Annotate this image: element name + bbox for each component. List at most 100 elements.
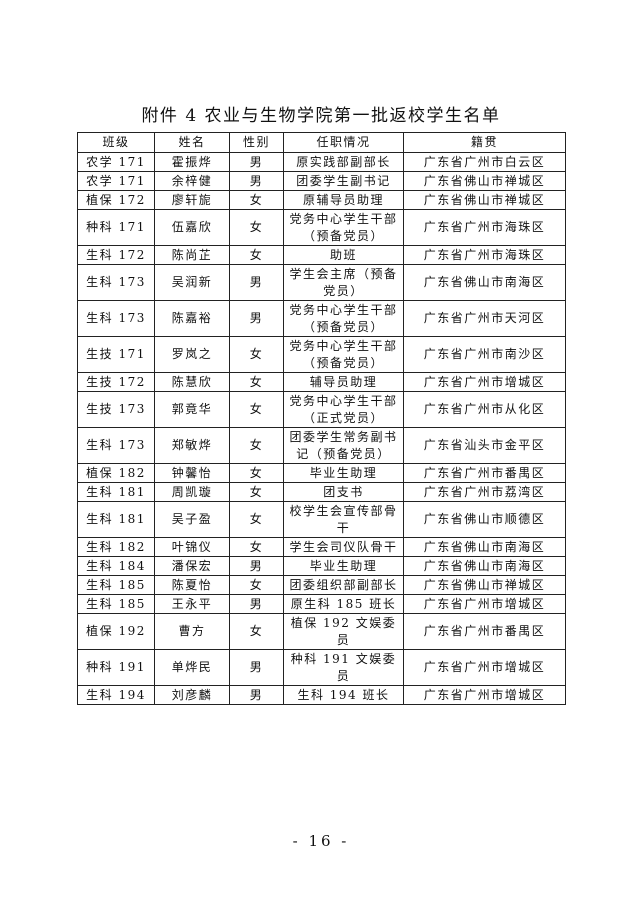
- cell-hometown: 广东省广州市增城区: [403, 685, 566, 705]
- cell-hometown: 广东省广州市增城区: [403, 594, 566, 614]
- cell-name: 罗岚之: [154, 336, 230, 373]
- cell-position: 团委学生副书记: [283, 171, 404, 191]
- cell-name: 余梓健: [154, 171, 230, 191]
- cell-gender: 女: [229, 482, 284, 502]
- cell-gender: 女: [229, 190, 284, 210]
- table-row: 生科 182 叶锦仪女学生会司仪队骨干 广东省佛山市南海区: [77, 537, 566, 557]
- header-position: 任职情况: [283, 132, 404, 153]
- table-row: 生技 171 罗岚之女党务中心学生干部（预备党员） 广东省广州市南沙区: [77, 336, 566, 373]
- cell-name: 郭竟华: [154, 391, 230, 428]
- cell-hometown: 广东省广州市白云区: [403, 152, 566, 172]
- cell-position: 党务中心学生干部（预备党员）: [283, 336, 404, 373]
- cell-name: 钟馨怡: [154, 463, 230, 483]
- cell-hometown: 广东省佛山市顺德区: [403, 501, 566, 538]
- cell-gender: 男: [229, 171, 284, 191]
- table-row: 生技 172 陈慧欣女辅导员助理 广东省广州市增城区: [77, 372, 566, 392]
- cell-position: 原辅导员助理: [283, 190, 404, 210]
- document-title: 附件 4 农业与生物学院第一批返校学生名单: [141, 106, 501, 126]
- cell-hometown: 广东省广州市天河区: [403, 300, 566, 337]
- cell-class: 生科 185: [77, 594, 155, 614]
- cell-class: 生技 171: [77, 336, 155, 373]
- cell-gender: 男: [229, 685, 284, 705]
- cell-name: 曹方: [154, 613, 230, 650]
- cell-position: 团支书: [283, 482, 404, 502]
- cell-hometown: 广东省广州市番禺区: [403, 463, 566, 483]
- cell-position: 团委组织部副部长: [283, 575, 404, 595]
- cell-name: 刘彦麟: [154, 685, 230, 705]
- table-row: 生科 194 刘彦麟男生科 194 班长 广东省广州市增城区: [77, 685, 566, 705]
- cell-position: 原生科 185 班长: [283, 594, 404, 614]
- cell-class: 植保 182: [77, 463, 155, 483]
- cell-position: 生科 194 班长: [283, 685, 404, 705]
- cell-class: 生科 194: [77, 685, 155, 705]
- cell-gender: 女: [229, 613, 284, 650]
- header-class: 班级: [77, 132, 155, 153]
- cell-hometown: 广东省佛山市禅城区: [403, 190, 566, 210]
- cell-class: 生科 173: [77, 264, 155, 301]
- header-name: 姓名: [154, 132, 230, 153]
- cell-class: 生科 184: [77, 556, 155, 576]
- cell-hometown: 广东省广州市增城区: [403, 372, 566, 392]
- cell-gender: 女: [229, 575, 284, 595]
- table-row: 生科 173 吴润新男学生会主席（预备党员） 广东省佛山市南海区: [77, 264, 566, 301]
- table-row: 种科 171 伍嘉欣女党务中心学生干部（预备党员） 广东省广州市海珠区: [77, 209, 566, 246]
- cell-name: 王永平: [154, 594, 230, 614]
- cell-class: 生科 181: [77, 501, 155, 538]
- cell-class: 生技 173: [77, 391, 155, 428]
- cell-gender: 女: [229, 501, 284, 538]
- cell-position: 党务中心学生干部（预备党员）: [283, 209, 404, 246]
- table-row: 生科 172 陈尚芷女助班 广东省广州市海珠区: [77, 245, 566, 265]
- table-header-row: 班级 姓名 性别 任职情况 籍贯: [77, 132, 566, 153]
- cell-class: 生科 182: [77, 537, 155, 557]
- table-row: 农学 171 余梓健男团委学生副书记 广东省佛山市禅城区: [77, 171, 566, 191]
- cell-gender: 男: [229, 300, 284, 337]
- cell-position: 辅导员助理: [283, 372, 404, 392]
- cell-gender: 男: [229, 649, 284, 686]
- table-row: 生科 185 王永平男原生科 185 班长 广东省广州市增城区: [77, 594, 566, 614]
- cell-hometown: 广东省佛山市禅城区: [403, 575, 566, 595]
- cell-gender: 女: [229, 209, 284, 246]
- cell-class: 生科 173: [77, 300, 155, 337]
- cell-name: 廖轩旎: [154, 190, 230, 210]
- header-hometown: 籍贯: [403, 132, 566, 153]
- cell-name: 霍振烨: [154, 152, 230, 172]
- table-row: 生科 184 潘保宏男毕业生助理 广东省佛山市南海区: [77, 556, 566, 576]
- cell-position: 党务中心学生干部（预备党员）: [283, 300, 404, 337]
- cell-hometown: 广东省广州市南沙区: [403, 336, 566, 373]
- cell-position: 学生会司仪队骨干: [283, 537, 404, 557]
- cell-gender: 女: [229, 427, 284, 464]
- cell-class: 生科 173: [77, 427, 155, 464]
- cell-class: 农学 171: [77, 171, 155, 191]
- cell-gender: 女: [229, 463, 284, 483]
- cell-position: 学生会主席（预备党员）: [283, 264, 404, 301]
- cell-gender: 男: [229, 556, 284, 576]
- table-row: 植保 172 廖轩旎女原辅导员助理 广东省佛山市禅城区: [77, 190, 566, 210]
- student-list-table: 班级 姓名 性别 任职情况 籍贯 农学 171 霍振烨男原实践部副部长 广东省广州市…: [77, 132, 566, 705]
- cell-position: 毕业生助理: [283, 463, 404, 483]
- cell-class: 种科 191: [77, 649, 155, 686]
- table-row: 生科 173 陈嘉裕男党务中心学生干部（预备党员） 广东省广州市天河区: [77, 300, 566, 337]
- cell-class: 生科 172: [77, 245, 155, 265]
- cell-position: 助班: [283, 245, 404, 265]
- table-row: 种科 191 单烨民男种科 191 文娱委员 广东省广州市增城区: [77, 649, 566, 686]
- cell-hometown: 广东省广州市海珠区: [403, 245, 566, 265]
- table-row: 生科 185 陈夏怡女团委组织部副部长 广东省佛山市禅城区: [77, 575, 566, 595]
- cell-name: 陈尚芷: [154, 245, 230, 265]
- cell-position: 植保 192 文娱委员: [283, 613, 404, 650]
- table-row: 生科 181 周凯璇女团支书 广东省广州市荔湾区: [77, 482, 566, 502]
- table-row: 植保 192 曹方女植保 192 文娱委员 广东省广州市番禺区: [77, 613, 566, 650]
- cell-hometown: 广东省广州市从化区: [403, 391, 566, 428]
- cell-name: 叶锦仪: [154, 537, 230, 557]
- table-row: 生技 173 郭竟华女党务中心学生干部（正式党员） 广东省广州市从化区: [77, 391, 566, 428]
- cell-name: 郑敏烨: [154, 427, 230, 464]
- table-body: 农学 171 霍振烨男原实践部副部长 广东省广州市白云区 农学 171 余梓健男团委学生…: [77, 152, 566, 705]
- cell-gender: 女: [229, 537, 284, 557]
- cell-gender: 男: [229, 152, 284, 172]
- cell-gender: 男: [229, 594, 284, 614]
- cell-class: 生科 185: [77, 575, 155, 595]
- cell-hometown: 广东省佛山市南海区: [403, 264, 566, 301]
- cell-class: 植保 172: [77, 190, 155, 210]
- cell-class: 农学 171: [77, 152, 155, 172]
- cell-gender: 女: [229, 336, 284, 373]
- table-row: 生科 181 吴子盈女校学生会宣传部骨干 广东省佛山市顺德区: [77, 501, 566, 538]
